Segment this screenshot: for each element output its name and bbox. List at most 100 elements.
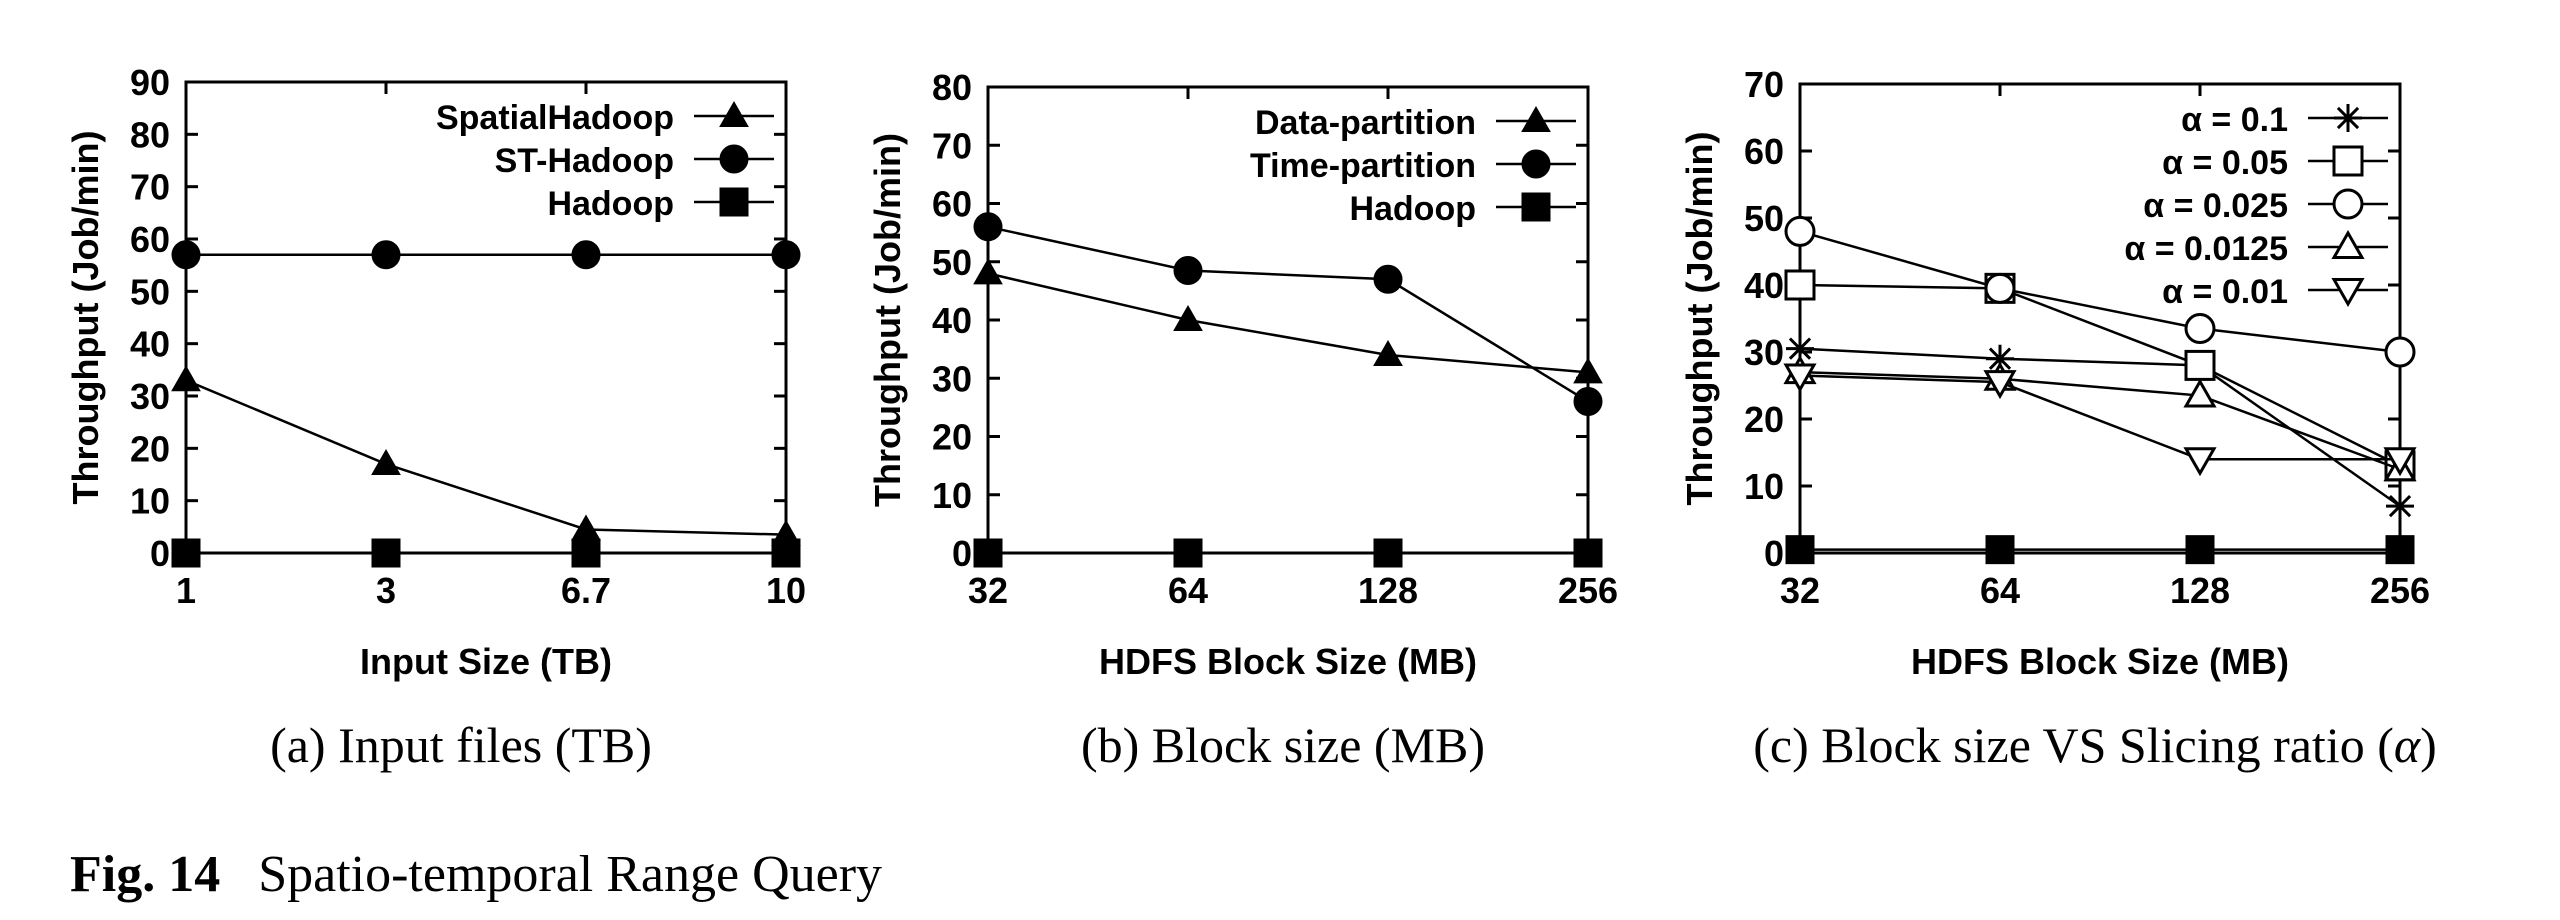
series-2	[171, 240, 801, 270]
data-point	[1573, 538, 1603, 568]
series-1	[973, 258, 1603, 384]
series-3	[171, 538, 801, 568]
y-tick-label: 40	[932, 300, 972, 341]
data-point	[1783, 363, 1817, 393]
panel-caption: (c) Block size VS Slicing ratio (α)	[1753, 717, 2437, 773]
data-point	[571, 240, 601, 270]
x-tick-label: 64	[1168, 570, 1208, 611]
x-tick-label: 256	[1558, 570, 1618, 611]
y-tick-label: 40	[1744, 265, 1784, 306]
series-3	[1784, 215, 2416, 368]
series-1	[171, 365, 801, 546]
data-point	[1573, 357, 1603, 384]
data-point	[1984, 272, 2016, 304]
legend-marker	[2334, 104, 2362, 132]
y-tick-label: 60	[130, 219, 170, 260]
legend-label: Hadoop	[547, 185, 674, 223]
y-tick-label: 30	[932, 358, 972, 399]
data-point	[1785, 535, 1815, 565]
data-point	[371, 449, 401, 476]
data-point	[2184, 313, 2216, 345]
legend-marker	[1521, 105, 1551, 132]
y-axis-title: Throughput (Job/min)	[65, 131, 106, 505]
series-4	[1783, 355, 2417, 482]
x-axis-title: Input Size (TB)	[360, 641, 612, 682]
data-point	[2184, 349, 2216, 381]
data-point	[371, 240, 401, 270]
chart-panel-1: 0 10 20 30 40 50 60 70 80 90 1 3 6.7 10 Input Size (TB…	[65, 62, 806, 773]
y-tick-label: 70	[932, 125, 972, 166]
data-point	[2386, 492, 2414, 521]
data-point	[973, 538, 1003, 568]
panel-caption: (a) Input files (TB)	[270, 717, 652, 773]
data-point	[1985, 535, 2015, 565]
y-tick-label: 60	[1744, 131, 1784, 172]
y-axis-title: Throughput (Job/min)	[1679, 132, 1720, 506]
figure-label: Fig. 14	[70, 846, 221, 903]
plot-frame	[1798, 82, 2402, 555]
data-point	[171, 240, 201, 270]
series-2	[973, 212, 1603, 417]
legend-marker	[2332, 188, 2364, 220]
chart-panel-3: 0 10 20 30 40 50 60 70 32 64 128 256 HDFS Block Size…	[1679, 64, 2437, 773]
legend-marker	[1521, 192, 1551, 222]
y-tick-label: 50	[130, 271, 170, 312]
data-point	[1784, 269, 1816, 301]
data-point	[2183, 447, 2217, 477]
data-point	[171, 538, 201, 568]
plot-frame	[184, 80, 788, 555]
y-tick-label: 10	[1744, 466, 1784, 507]
y-tick-label: 0	[150, 533, 170, 574]
y-tick-label: 70	[1744, 64, 1784, 105]
series-line	[987, 225, 1589, 403]
data-point	[973, 258, 1003, 285]
x-tick-label: 64	[1980, 570, 2020, 611]
data-point	[1173, 538, 1203, 568]
legend-marker	[2332, 145, 2364, 177]
panel-caption: (b) Block size (MB)	[1081, 717, 1485, 773]
data-point	[571, 538, 601, 568]
y-tick-label: 60	[932, 184, 972, 225]
y-tick-label: 0	[1764, 533, 1784, 574]
x-tick-label: 10	[766, 570, 806, 611]
y-tick-label: 20	[1744, 399, 1784, 440]
legend-marker	[719, 187, 749, 217]
data-point	[1983, 370, 2017, 400]
legend-label: Data-partition	[1255, 104, 1476, 142]
x-tick-label: 3	[376, 570, 396, 611]
data-point	[1173, 255, 1203, 285]
data-point	[1786, 334, 1814, 363]
data-point	[973, 212, 1003, 242]
series-line	[1799, 283, 2401, 468]
figure-caption: Fig. 14 Spatio-temporal Range Query	[70, 845, 882, 904]
y-axis-title: Throughput (Job/min)	[867, 133, 908, 507]
data-point	[1373, 264, 1403, 294]
data-point	[2384, 336, 2416, 368]
legend-label: α = 0.025	[2143, 187, 2288, 225]
legend-marker	[2331, 229, 2365, 259]
series-line	[1799, 347, 2401, 508]
series-line	[185, 379, 787, 536]
y-tick-label: 50	[1744, 198, 1784, 239]
legend-label: α = 0.05	[2162, 144, 2288, 182]
caption-prefix: (c) Block size VS Slicing ratio (	[1753, 717, 2394, 773]
data-point	[1784, 215, 1816, 247]
series-line	[987, 272, 1589, 374]
legend-label: α = 0.1	[2181, 101, 2288, 139]
chart-panel-2: 0 10 20 30 40 50 60 70 80 32 64 128 256 HDFS Block Si…	[867, 67, 1618, 773]
data-point	[1573, 387, 1603, 417]
legend-marker	[719, 100, 749, 127]
data-point	[2183, 378, 2217, 408]
legend: SpatialHadoop ST-Hadoop Hadoop	[436, 99, 774, 223]
x-tick-label: 1	[176, 570, 196, 611]
data-point	[1373, 538, 1403, 568]
x-tick-label: 6.7	[561, 570, 611, 611]
y-tick-label: 20	[130, 428, 170, 469]
figure-title: Spatio-temporal Range Query	[258, 846, 883, 903]
legend-label: SpatialHadoop	[436, 99, 674, 137]
legend-marker	[1521, 149, 1551, 179]
x-axis-title: HDFS Block Size (MB)	[1911, 641, 2289, 682]
y-tick-label: 0	[952, 533, 972, 574]
series-6	[1785, 535, 2415, 565]
